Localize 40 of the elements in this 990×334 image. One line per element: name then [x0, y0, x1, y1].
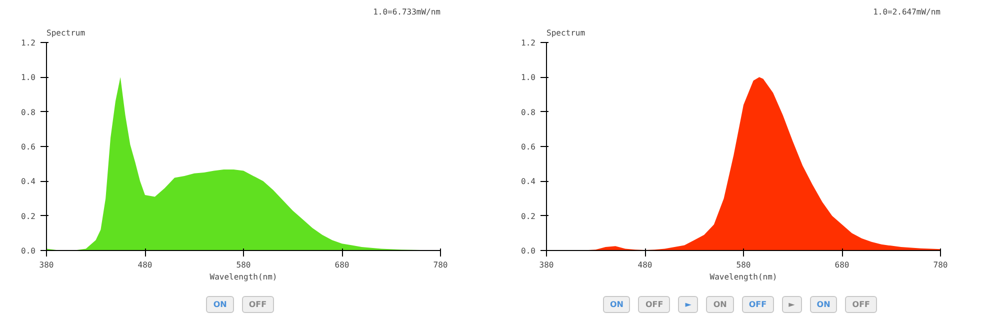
x-tick-label: 580 [236, 260, 251, 270]
text: ► [782, 296, 802, 313]
y-tick-label: 1.0 [21, 73, 36, 82]
text: ► [678, 296, 698, 313]
x-tick-label: 780 [433, 260, 448, 270]
text: OFF [845, 296, 877, 313]
y-tick-label: 0.8 [21, 108, 36, 117]
chart-title: 1.0=2.647mW/nm [873, 8, 941, 16]
y-axis-title: Spectrum [546, 28, 586, 38]
y-tick-label: 0.4 [521, 177, 536, 186]
x-tick-label: 380 [39, 260, 54, 270]
y-tick-label: 0.6 [21, 142, 36, 152]
x-tick-label: 680 [334, 260, 350, 270]
text: OFF [742, 296, 774, 313]
x-axis-title: Wavelength(nm) [710, 272, 778, 282]
y-tick-label: 0.0 [21, 246, 36, 256]
y-tick-label: 1.0 [521, 73, 536, 82]
x-axis-title: Wavelength(nm) [210, 272, 278, 282]
text: ON [810, 296, 838, 313]
y-axis-title: Spectrum [46, 28, 86, 38]
x-tick-label: 480 [638, 260, 652, 270]
y-tick-label: 0.0 [521, 246, 536, 256]
y-tick-label: 1.2 [21, 38, 36, 48]
text: ON [602, 296, 630, 313]
x-tick-label: 380 [539, 260, 554, 270]
y-tick-label: 1.2 [521, 38, 536, 48]
text: ON [206, 296, 234, 313]
x-tick-label: 480 [138, 260, 152, 270]
text: ON [706, 296, 734, 313]
x-tick-label: 780 [933, 260, 948, 270]
x-tick-label: 680 [834, 260, 850, 270]
y-tick-label: 0.2 [21, 212, 36, 221]
y-tick-label: 0.4 [21, 177, 36, 186]
y-tick-label: 0.8 [521, 108, 536, 117]
text: OFF [242, 296, 274, 313]
chart-title: 1.0=6.733mW/nm [373, 8, 441, 16]
text: OFF [638, 296, 670, 313]
y-tick-label: 0.6 [521, 142, 536, 152]
y-tick-label: 0.2 [521, 212, 536, 221]
x-tick-label: 580 [736, 260, 751, 270]
